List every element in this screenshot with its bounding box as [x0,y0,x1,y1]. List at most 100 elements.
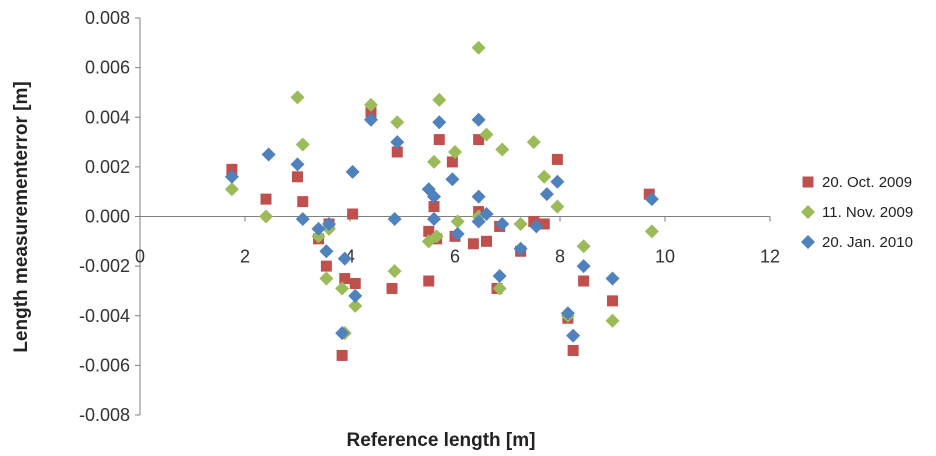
data-point [427,211,441,226]
data-point [467,238,479,250]
data-point [526,135,541,150]
data-point [550,199,565,214]
data-point [390,115,405,130]
x-tick-label: 0 [135,247,145,267]
legend-label: 20. Oct. 2009 [822,174,912,191]
data-point [335,326,350,341]
y-tick-label: -0.002 [79,256,130,276]
data-point [224,182,239,197]
y-tick-labels: 0.008 0.006 0.004 0.002 0.000 -0.002 -0.004 -0.… [79,8,130,425]
data-point [261,147,276,162]
legend-item: 20. Oct. 2009 [802,174,912,191]
data-point [471,189,486,204]
data-point [560,306,575,321]
x-tick-label: 10 [655,247,675,267]
data-point [513,216,528,231]
data-point [432,115,447,130]
data-point [345,164,360,179]
x-tick-label: 4 [345,247,355,267]
data-point [337,251,352,266]
data-point [297,196,309,208]
x-tick-label: 6 [450,247,460,267]
legend-label: 11. Nov. 2009 [822,204,913,221]
x-tick-label: 12 [760,247,780,267]
data-point [387,211,402,226]
data-point [386,282,398,294]
data-point [319,271,334,286]
legend-item: 11. Nov. 2009 [801,204,913,221]
data-point [364,97,378,112]
y-axis-title: Length measurementerror [m] [11,81,32,352]
x-tick-label: 8 [555,247,565,267]
data-point [387,264,402,279]
data-point [471,214,486,229]
data-point [644,192,659,207]
legend-item: 20. Jan. 2010 [801,234,913,251]
y-tick-label: 0.004 [85,107,130,127]
data-point [423,225,435,237]
data-point [551,153,563,165]
data-point [292,171,303,183]
data-point [446,156,458,168]
data-point [319,244,334,259]
series-3 [224,112,659,343]
data-point [550,174,565,189]
data-point [295,137,310,152]
data-point [423,275,435,287]
data-point [643,188,655,200]
y-tick-label: 0.002 [85,157,130,177]
data-point [427,189,441,204]
data-point [322,216,336,231]
data-point [537,169,552,184]
data-point [427,154,441,169]
data-point [471,40,486,55]
data-point [473,134,485,146]
data-point [448,144,462,159]
data-point [349,277,361,289]
axes [135,17,771,416]
data-point [607,295,618,307]
data-point [539,187,554,202]
y-tick-label: 0.008 [85,8,130,28]
data-point [605,313,620,328]
data-point [471,112,486,127]
data-point [495,216,510,231]
data-point [538,218,550,230]
data-point [566,328,581,343]
data-point [644,224,659,239]
data-point [339,273,351,285]
data-point [528,215,540,227]
data-points [224,40,659,361]
data-point [429,229,444,244]
y-tick-label: -0.006 [79,355,130,375]
legend: 20. Oct. 2009 11. Nov. 2009 20. Jan. 2010 [801,174,913,251]
data-point [335,281,350,296]
data-point [513,241,528,256]
data-point [576,239,591,254]
y-tick-label: 0.006 [85,58,130,78]
x-tick-labels: 0 2 4 6 8 10 12 [135,247,780,267]
data-point [391,146,403,158]
data-point [445,172,460,187]
x-axis-title: Reference length [m] [347,430,536,451]
legend-marker [801,235,815,249]
data-point [495,142,510,157]
data-point [450,226,465,241]
data-point [320,260,332,272]
data-point [348,288,363,303]
data-point [432,92,447,107]
data-point [290,157,305,172]
data-point [428,201,440,213]
y-tick-label: -0.008 [79,405,130,425]
data-point [311,221,326,236]
data-point [347,208,359,220]
legend-label: 20. Jan. 2010 [822,234,913,251]
legend-marker [801,205,815,219]
data-point [479,127,494,142]
data-point [492,281,507,296]
data-point [450,214,465,229]
data-point [481,235,492,247]
legend-marker [802,176,814,188]
data-point [492,269,507,284]
data-point [529,219,544,234]
